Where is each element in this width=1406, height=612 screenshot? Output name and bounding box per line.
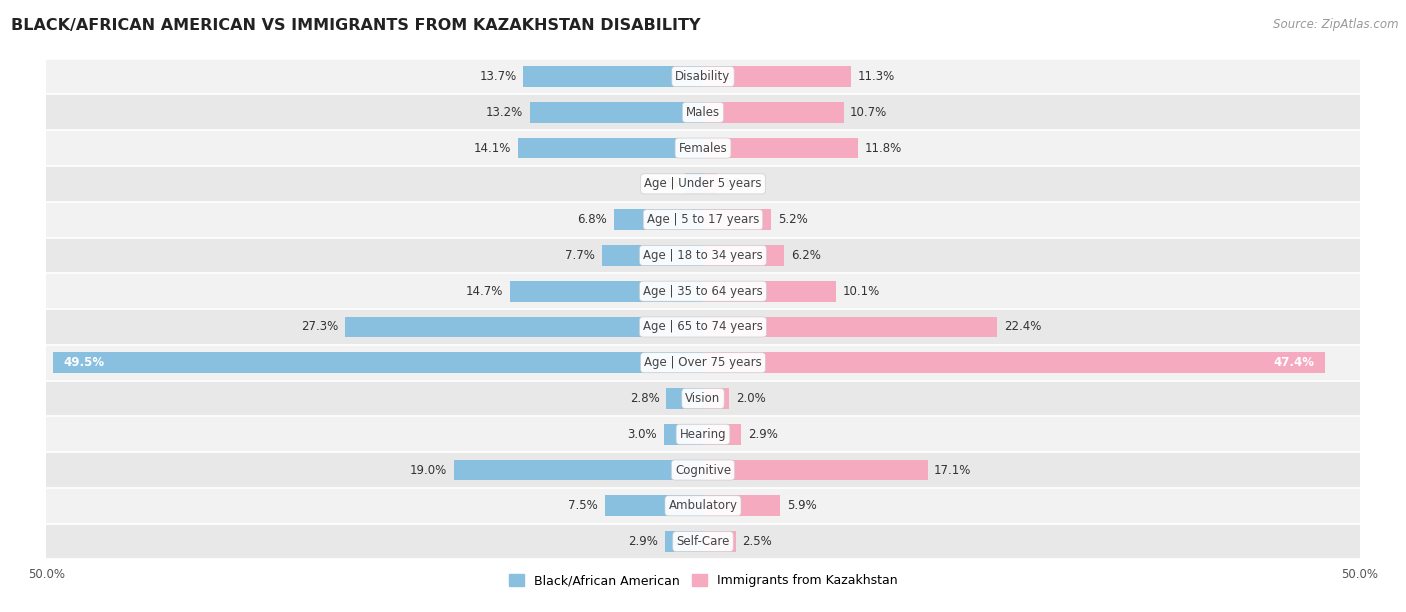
Bar [46, 237, 1360, 274]
Text: Males: Males [686, 106, 720, 119]
Text: 7.5%: 7.5% [568, 499, 598, 512]
Text: 7.7%: 7.7% [565, 249, 595, 262]
Text: Hearing: Hearing [679, 428, 727, 441]
Text: 2.5%: 2.5% [742, 535, 772, 548]
Text: Age | 5 to 17 years: Age | 5 to 17 years [647, 213, 759, 226]
Bar [703, 138, 858, 159]
Text: Self-Care: Self-Care [676, 535, 730, 548]
Bar [530, 102, 703, 122]
Bar [703, 460, 928, 480]
Bar [664, 424, 703, 445]
Bar [46, 345, 1360, 381]
Text: 2.0%: 2.0% [735, 392, 766, 405]
Text: 10.1%: 10.1% [842, 285, 879, 297]
Bar [517, 138, 703, 159]
Text: 13.2%: 13.2% [486, 106, 523, 119]
Bar [523, 66, 703, 87]
Bar [46, 94, 1360, 130]
Bar [613, 209, 703, 230]
Text: Age | 18 to 34 years: Age | 18 to 34 years [643, 249, 763, 262]
Text: 1.1%: 1.1% [724, 177, 754, 190]
Text: 2.8%: 2.8% [630, 392, 659, 405]
Bar [454, 460, 703, 480]
Bar [703, 496, 780, 516]
Bar [46, 59, 1360, 94]
Bar [46, 416, 1360, 452]
Bar [703, 531, 735, 552]
Text: 2.9%: 2.9% [748, 428, 778, 441]
Bar [703, 353, 1326, 373]
Text: 27.3%: 27.3% [301, 321, 337, 334]
Text: Source: ZipAtlas.com: Source: ZipAtlas.com [1274, 18, 1399, 31]
Bar [53, 353, 703, 373]
Bar [344, 316, 703, 337]
Text: 5.9%: 5.9% [787, 499, 817, 512]
Text: 14.1%: 14.1% [474, 141, 512, 155]
Bar [46, 130, 1360, 166]
Text: Disability: Disability [675, 70, 731, 83]
Bar [703, 209, 772, 230]
Bar [703, 316, 997, 337]
Text: 22.4%: 22.4% [1004, 321, 1040, 334]
Text: Ambulatory: Ambulatory [668, 499, 738, 512]
Text: Age | Over 75 years: Age | Over 75 years [644, 356, 762, 369]
Text: 49.5%: 49.5% [63, 356, 104, 369]
Text: 19.0%: 19.0% [409, 463, 447, 477]
Text: 6.2%: 6.2% [792, 249, 821, 262]
Text: 17.1%: 17.1% [934, 463, 972, 477]
Text: 47.4%: 47.4% [1274, 356, 1315, 369]
Text: Age | 65 to 74 years: Age | 65 to 74 years [643, 321, 763, 334]
Bar [46, 452, 1360, 488]
Bar [703, 424, 741, 445]
Legend: Black/African American, Immigrants from Kazakhstan: Black/African American, Immigrants from … [503, 569, 903, 592]
Bar [666, 388, 703, 409]
Text: 11.3%: 11.3% [858, 70, 896, 83]
Bar [665, 531, 703, 552]
Bar [46, 309, 1360, 345]
Bar [46, 166, 1360, 202]
Bar [46, 524, 1360, 559]
Text: 10.7%: 10.7% [851, 106, 887, 119]
Bar [703, 173, 717, 194]
Text: 6.8%: 6.8% [578, 213, 607, 226]
Bar [703, 66, 852, 87]
Bar [703, 281, 835, 302]
Bar [602, 245, 703, 266]
Text: 13.7%: 13.7% [479, 70, 516, 83]
Bar [510, 281, 703, 302]
Bar [46, 274, 1360, 309]
Bar [703, 245, 785, 266]
Bar [685, 173, 703, 194]
Text: Age | Under 5 years: Age | Under 5 years [644, 177, 762, 190]
Text: 5.2%: 5.2% [778, 213, 807, 226]
Text: Vision: Vision [685, 392, 721, 405]
Bar [703, 102, 844, 122]
Text: Cognitive: Cognitive [675, 463, 731, 477]
Bar [46, 202, 1360, 237]
Bar [605, 496, 703, 516]
Text: 1.4%: 1.4% [648, 177, 678, 190]
Text: 14.7%: 14.7% [465, 285, 503, 297]
Bar [703, 388, 730, 409]
Text: 11.8%: 11.8% [865, 141, 901, 155]
Text: 3.0%: 3.0% [627, 428, 657, 441]
Bar [46, 381, 1360, 416]
Text: BLACK/AFRICAN AMERICAN VS IMMIGRANTS FROM KAZAKHSTAN DISABILITY: BLACK/AFRICAN AMERICAN VS IMMIGRANTS FRO… [11, 18, 700, 34]
Text: Females: Females [679, 141, 727, 155]
Text: 2.9%: 2.9% [628, 535, 658, 548]
Bar [46, 488, 1360, 524]
Text: Age | 35 to 64 years: Age | 35 to 64 years [643, 285, 763, 297]
